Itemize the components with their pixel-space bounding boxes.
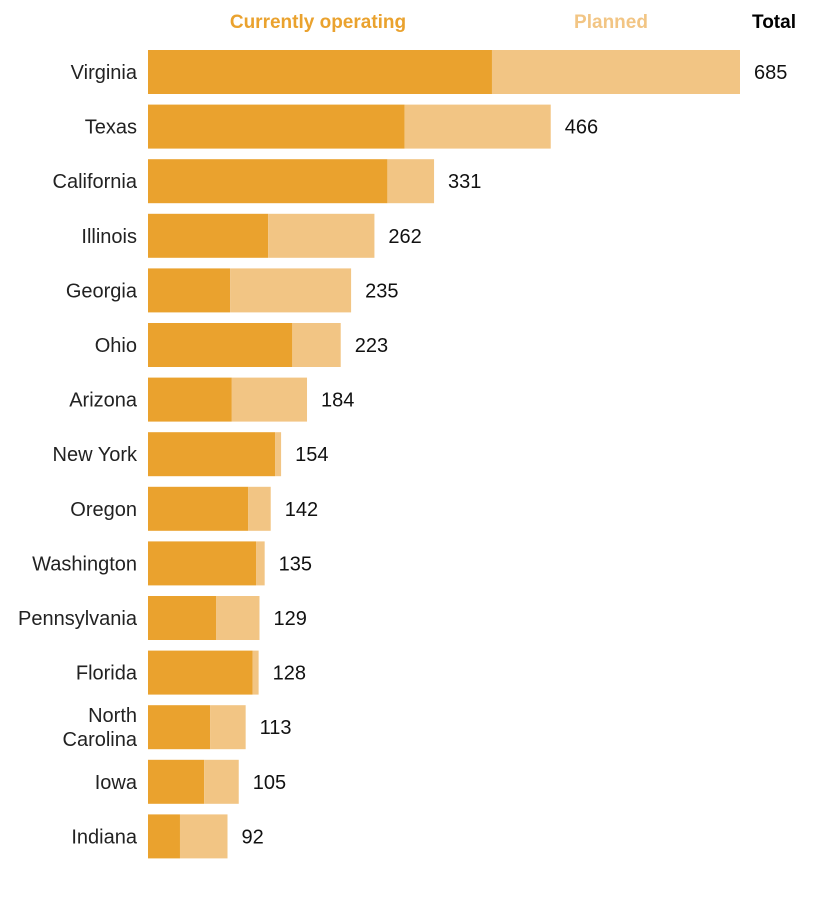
bar-planned [204, 759, 239, 804]
bar-row: Ohio 223 [95, 323, 388, 367]
category-label-line: Georgia [66, 280, 138, 302]
bar-row: Arizona 184 [69, 377, 354, 422]
bar-row: Virginia 685 [71, 50, 787, 94]
category-label: Iowa [95, 772, 138, 794]
total-value-label: 128 [273, 663, 306, 685]
total-value-label: 235 [365, 280, 398, 302]
bar-currently-operating [148, 432, 276, 477]
category-label-line: Washington [32, 553, 137, 575]
bar-row: Illinois 262 [81, 213, 422, 258]
bar-planned [179, 814, 228, 859]
category-label-line: California [53, 171, 138, 193]
category-label-line: Indiana [71, 826, 137, 848]
bar-currently-operating [148, 650, 253, 695]
legend: Currently operating Planned Total [230, 12, 796, 33]
category-label-line: Virginia [71, 62, 138, 84]
bar-currently-operating [148, 541, 257, 586]
bar-planned [231, 377, 308, 422]
chart-rows: Virginia 685 Texas 466 California 331 Illinois… [18, 50, 787, 859]
category-label-line: Texas [85, 117, 137, 139]
bar-currently-operating [148, 486, 249, 531]
category-label: Indiana [71, 826, 137, 848]
bar-planned [292, 323, 341, 367]
bar-planned [275, 432, 282, 477]
category-label: Florida [76, 663, 138, 685]
total-value-label: 223 [355, 335, 388, 357]
category-label-line: Arizona [69, 390, 138, 412]
bar-currently-operating [148, 213, 269, 258]
bar-planned [248, 486, 271, 531]
bar-currently-operating [148, 159, 388, 204]
bar-row: Oregon 142 [70, 486, 318, 531]
bar-row: Indiana 92 [71, 814, 264, 859]
legend-currently-operating: Currently operating [230, 12, 406, 33]
category-label: Arizona [69, 390, 138, 412]
total-value-label: 105 [253, 772, 286, 794]
bar-planned [230, 268, 352, 313]
category-label-line: North [88, 705, 137, 727]
total-value-label: 135 [279, 553, 312, 575]
category-label: New York [53, 444, 138, 466]
bar-planned [216, 596, 260, 640]
category-label-line: New York [53, 444, 138, 466]
bar-planned [387, 159, 435, 204]
bar-planned [404, 104, 551, 149]
bar-currently-operating [148, 104, 405, 149]
bar-row: Texas 466 [85, 104, 598, 149]
bar-row: North Carolina 113 [63, 705, 292, 751]
bar-planned [252, 650, 259, 695]
bar-currently-operating [148, 323, 293, 367]
bar-row: Florida 128 [76, 650, 306, 695]
bar-row: Washington 135 [32, 541, 312, 586]
total-value-label: 154 [295, 444, 328, 466]
total-value-label: 466 [565, 117, 598, 139]
total-value-label: 92 [242, 826, 264, 848]
bar-planned [491, 50, 740, 94]
bar-row: Iowa 105 [95, 759, 286, 804]
bar-currently-operating [148, 268, 231, 313]
total-value-label: 685 [754, 62, 787, 84]
bar-planned [268, 213, 375, 258]
category-label: North Carolina [63, 705, 138, 751]
total-value-label: 331 [448, 171, 481, 193]
category-label-line: Oregon [70, 499, 137, 521]
category-label: California [53, 171, 138, 193]
bar-row: Pennsylvania 129 [18, 596, 307, 640]
category-label: Illinois [81, 226, 137, 248]
bar-planned [210, 705, 246, 750]
category-label: Ohio [95, 335, 137, 357]
category-label: Georgia [66, 280, 138, 302]
bar-currently-operating [148, 759, 205, 804]
bar-row: Georgia 235 [66, 268, 398, 313]
total-value-label: 262 [388, 226, 421, 248]
legend-total: Total [752, 12, 796, 33]
category-label-line: Pennsylvania [18, 608, 138, 630]
total-value-label: 113 [260, 717, 292, 739]
total-value-label: 129 [273, 608, 306, 630]
category-label-line: Carolina [63, 729, 138, 751]
legend-planned: Planned [574, 12, 648, 33]
category-label: Oregon [70, 499, 137, 521]
bar-planned [256, 541, 265, 586]
category-label-line: Iowa [95, 772, 138, 794]
total-value-label: 142 [285, 499, 318, 521]
category-label: Texas [85, 117, 137, 139]
category-label: Virginia [71, 62, 138, 84]
bar-row: California 331 [53, 159, 481, 204]
category-label-line: Ohio [95, 335, 137, 357]
total-value-label: 184 [321, 390, 354, 412]
bar-currently-operating [148, 596, 217, 640]
category-label-line: Florida [76, 663, 138, 685]
category-label: Pennsylvania [18, 608, 138, 630]
bar-currently-operating [148, 705, 211, 750]
category-label-line: Illinois [81, 226, 137, 248]
bar-currently-operating [148, 50, 492, 94]
bar-currently-operating [148, 377, 232, 422]
bar-currently-operating [148, 814, 180, 859]
category-label: Washington [32, 553, 137, 575]
bar-row: New York 154 [53, 432, 328, 477]
